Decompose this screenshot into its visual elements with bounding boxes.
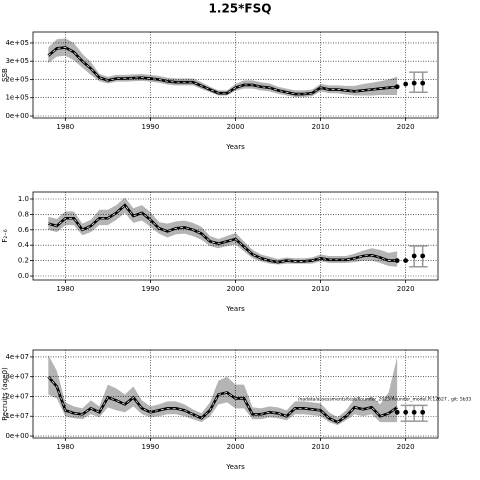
x-axis-label: Years [225, 463, 245, 471]
x-tick-label: 2020 [397, 443, 415, 451]
x-tick-label: 2010 [312, 123, 330, 131]
panel: 1980 1990 2000 2010 2020 0e+00 1e+07 2e+07 3e+07… [1, 349, 471, 471]
y-tick-label: 0.4 [18, 241, 30, 249]
x-tick-label: 1990 [142, 285, 160, 293]
projection-point [403, 81, 409, 87]
projection-point [394, 258, 400, 263]
y-axis-label: F₂₋₆ [1, 229, 9, 243]
projection-point [403, 409, 409, 415]
projection-point [411, 409, 417, 415]
y-tick-label: 4e+05 [5, 39, 29, 47]
y-tick-label: 0.8 [18, 210, 29, 218]
confidence-band [48, 197, 398, 267]
x-tick-label: 2010 [312, 443, 330, 451]
projection-point [411, 80, 417, 86]
y-tick-label: 2e+05 [5, 75, 29, 83]
estimate-line-dash [48, 376, 398, 423]
x-tick-label: 1980 [56, 443, 74, 451]
y-tick-label: 1e+05 [5, 94, 29, 102]
y-tick-label: 2e+07 [5, 392, 29, 400]
x-tick-label: 2020 [397, 123, 415, 131]
x-tick-label: 2000 [227, 123, 245, 131]
projection-point [403, 258, 409, 263]
y-tick-label: 4e+07 [5, 353, 29, 361]
y-tick-label: 1.0 [18, 195, 29, 203]
y-tick-label: 3e+05 [5, 57, 29, 65]
y-tick-label: 0.6 [18, 226, 30, 234]
x-tick-label: 2020 [397, 285, 415, 293]
y-axis-label: SSB [1, 68, 9, 82]
estimate-line-dash [48, 47, 398, 95]
x-tick-label: 2000 [227, 285, 245, 293]
projection-point [411, 253, 417, 259]
y-tick-label: 0.0 [18, 272, 29, 280]
x-tick-label: 1980 [56, 285, 74, 293]
panel: 1980 1990 2000 2010 2020 0e+00 1e+05 2e+05 3e+05… [1, 31, 439, 151]
estimate-line [47, 203, 398, 264]
y-axis-label: Recruits (age0) [1, 367, 9, 421]
x-tick-label: 1990 [142, 123, 160, 131]
x-tick-label: 1980 [56, 123, 74, 131]
projection-point [420, 80, 426, 86]
x-axis-label: Years [225, 305, 245, 313]
chart-title: 1.25*FSQ [209, 2, 272, 16]
confidence-band [48, 38, 398, 98]
x-tick-label: 2000 [227, 443, 245, 451]
confidence-band [48, 354, 398, 426]
y-tick-label: 3e+07 [5, 373, 29, 381]
projection-point [420, 409, 426, 415]
y-tick-label: 0e+00 [5, 432, 29, 440]
y-tick-label: 1e+07 [5, 412, 29, 420]
x-tick-label: 2010 [312, 285, 330, 293]
y-tick-label: 0e+00 [5, 112, 29, 120]
projection-point [420, 253, 426, 259]
y-tick-label: 0.2 [18, 257, 29, 265]
x-axis-label: Years [225, 143, 245, 151]
projection-point [394, 409, 400, 415]
x-tick-label: 1990 [142, 443, 160, 451]
projection-point [394, 84, 400, 90]
annotation: /nadata/assessments/test/flounder_2023/f… [298, 397, 471, 403]
panel: 1980 1990 2000 2010 2020 0.0 0.2 0.4 0.6 0.8 1.0 Ye… [1, 191, 439, 313]
